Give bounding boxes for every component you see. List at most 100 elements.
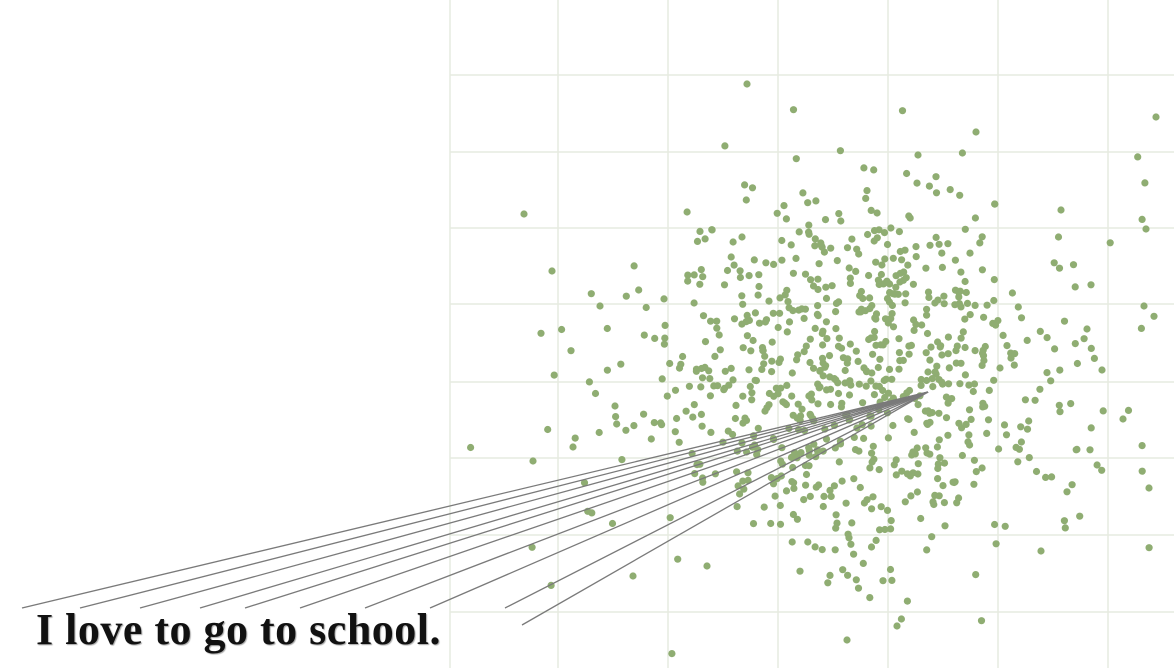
embedding-point (913, 488, 922, 496)
embedding-point (848, 235, 856, 243)
embedding-point (878, 261, 886, 269)
embedding-point (785, 304, 793, 312)
embedding-point (761, 352, 769, 360)
embedding-point (877, 503, 885, 511)
embedding-point (817, 239, 825, 247)
embedding-point (860, 164, 868, 172)
embedding-point (838, 477, 846, 485)
token-connector-line (244, 391, 929, 609)
embedding-point (918, 321, 926, 329)
embedding-point (806, 358, 814, 367)
embedding-point (608, 519, 617, 528)
embedding-point (860, 434, 868, 442)
embedding-point (846, 340, 854, 348)
embedding-point (529, 457, 537, 465)
embedding-point (611, 402, 619, 410)
embedding-point (892, 272, 900, 280)
embedding-point (925, 182, 934, 190)
embedding-point (707, 428, 715, 436)
embedding-point (745, 366, 753, 374)
embedding-point (977, 617, 986, 625)
embedding-point (957, 268, 965, 276)
embedding-point (699, 312, 708, 320)
embedding-point (814, 312, 822, 320)
embedding-point (715, 331, 723, 339)
embedding-point (800, 496, 808, 504)
embedding-point (618, 456, 626, 464)
embedding-point (819, 502, 827, 511)
embedding-point (1145, 484, 1153, 492)
embedding-point (869, 350, 877, 358)
embedding-point (962, 288, 970, 297)
embedding-point (939, 482, 947, 490)
embedding-point (1106, 239, 1114, 247)
embedding-point (1124, 406, 1133, 414)
embedding-point (907, 341, 916, 349)
embedding-point (823, 386, 831, 394)
embedding-point (725, 381, 733, 389)
embedding-point (1150, 312, 1158, 320)
embedding-point (928, 375, 936, 383)
embedding-point (880, 229, 889, 237)
embedding-point (802, 481, 810, 489)
embedding-point (784, 298, 792, 306)
embedding-point (912, 243, 920, 251)
embedding-point (821, 363, 829, 371)
embedding-point (708, 226, 716, 234)
embedding-point (852, 267, 860, 275)
embedding-point (940, 292, 948, 300)
embedding-point (870, 166, 878, 174)
embedding-point (845, 264, 853, 272)
embedding-point (942, 393, 951, 401)
token-connector-line (21, 391, 929, 609)
embedding-point (892, 283, 900, 291)
embedding-point (585, 378, 594, 386)
embedding-point (1093, 461, 1101, 469)
embedding-point (984, 416, 993, 424)
embedding-point (741, 181, 749, 189)
embedding-point (1014, 458, 1022, 466)
embedding-point (874, 276, 883, 284)
embedding-point (842, 499, 850, 507)
embedding-point (832, 325, 840, 333)
embedding-point (661, 334, 669, 342)
embedding-point (685, 382, 694, 390)
embedding-point (799, 189, 807, 197)
embedding-point (867, 543, 876, 551)
embedding-point (747, 347, 755, 355)
embedding-point (811, 324, 819, 332)
embedding-point (790, 484, 798, 492)
embedding-point (892, 471, 900, 479)
embedding-point (811, 235, 819, 243)
embedding-point (926, 356, 934, 364)
embedding-point (727, 253, 735, 261)
embedding-point (917, 381, 925, 389)
embedding-point (957, 334, 965, 342)
embedding-point (818, 354, 827, 362)
embedding-point (914, 151, 922, 159)
embedding-point (658, 421, 666, 429)
embedding-point (869, 493, 877, 501)
embedding-point (888, 576, 896, 585)
embedding-point (814, 400, 822, 408)
embedding-point (992, 540, 1000, 548)
embedding-point (1055, 401, 1063, 409)
embedding-point (808, 396, 816, 404)
embedding-point (850, 550, 858, 558)
embedding-point (938, 351, 946, 359)
embedding-point (666, 514, 674, 522)
embedding-point (622, 426, 630, 434)
embedding-point (922, 264, 930, 272)
embedding-point (761, 407, 769, 415)
embedding-point (1011, 350, 1019, 358)
embedding-point (832, 308, 840, 316)
embedding-point (945, 380, 953, 388)
embedding-point (739, 300, 747, 308)
embedding-point (914, 460, 922, 468)
embedding-point (1036, 327, 1044, 335)
embedding-point (550, 371, 558, 379)
embedding-point (569, 443, 577, 451)
embedding-point (958, 149, 967, 157)
embedding-point (956, 380, 964, 388)
embedding-point (860, 499, 869, 507)
